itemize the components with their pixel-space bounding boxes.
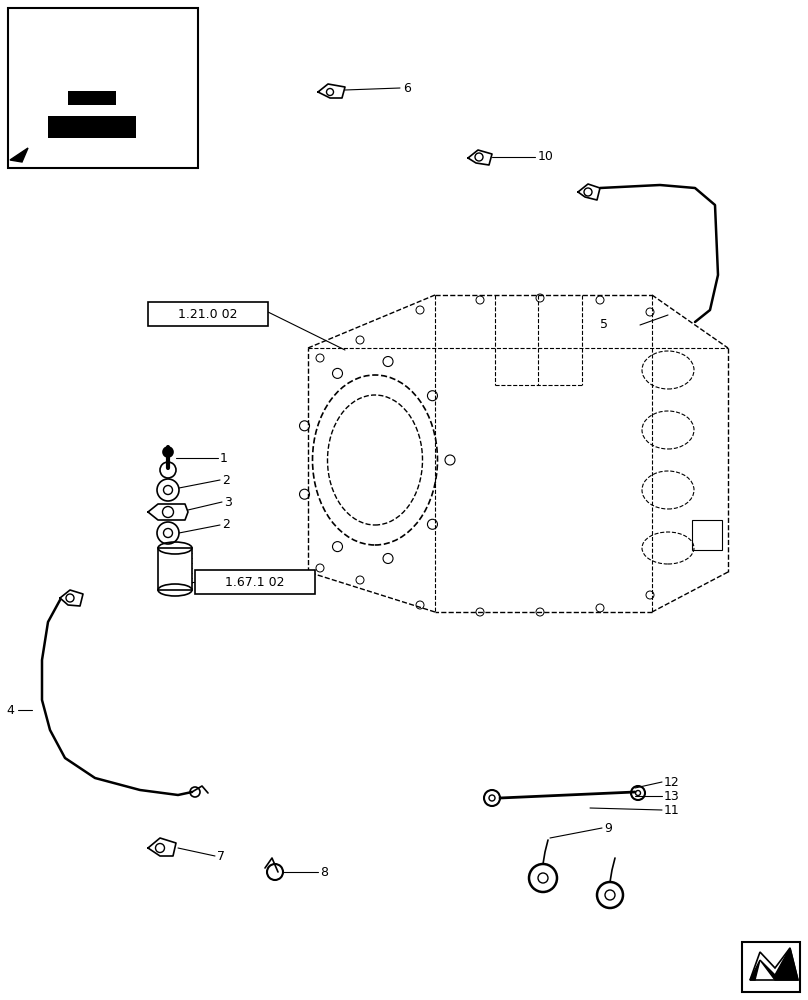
Bar (68, 91, 116, 105)
Text: 4: 4 (6, 704, 14, 716)
Text: 5: 5 (600, 318, 608, 332)
Polygon shape (750, 948, 798, 980)
Bar (48, 116, 136, 138)
Text: 9: 9 (604, 822, 612, 834)
Text: 1.67.1 02: 1.67.1 02 (225, 576, 284, 588)
Text: 7: 7 (217, 850, 225, 862)
Text: 1.21.0 02: 1.21.0 02 (179, 308, 238, 320)
Text: 3: 3 (224, 495, 232, 508)
Bar (742, 942, 800, 992)
Text: 10: 10 (538, 150, 553, 163)
Text: 2: 2 (222, 518, 229, 532)
Bar (8, 8, 198, 168)
Bar (148, 302, 268, 326)
Text: 1: 1 (220, 452, 228, 464)
Text: 8: 8 (320, 865, 328, 879)
Text: 12: 12 (664, 776, 680, 788)
Bar (158, 548, 192, 590)
Text: 11: 11 (664, 804, 680, 816)
Bar (195, 570, 315, 594)
Polygon shape (760, 948, 798, 980)
Polygon shape (750, 960, 760, 980)
Text: 13: 13 (664, 790, 680, 802)
Polygon shape (10, 148, 28, 162)
Bar (692, 520, 722, 550)
Circle shape (163, 447, 173, 457)
Text: 6: 6 (403, 82, 411, 95)
Text: 2: 2 (222, 474, 229, 487)
